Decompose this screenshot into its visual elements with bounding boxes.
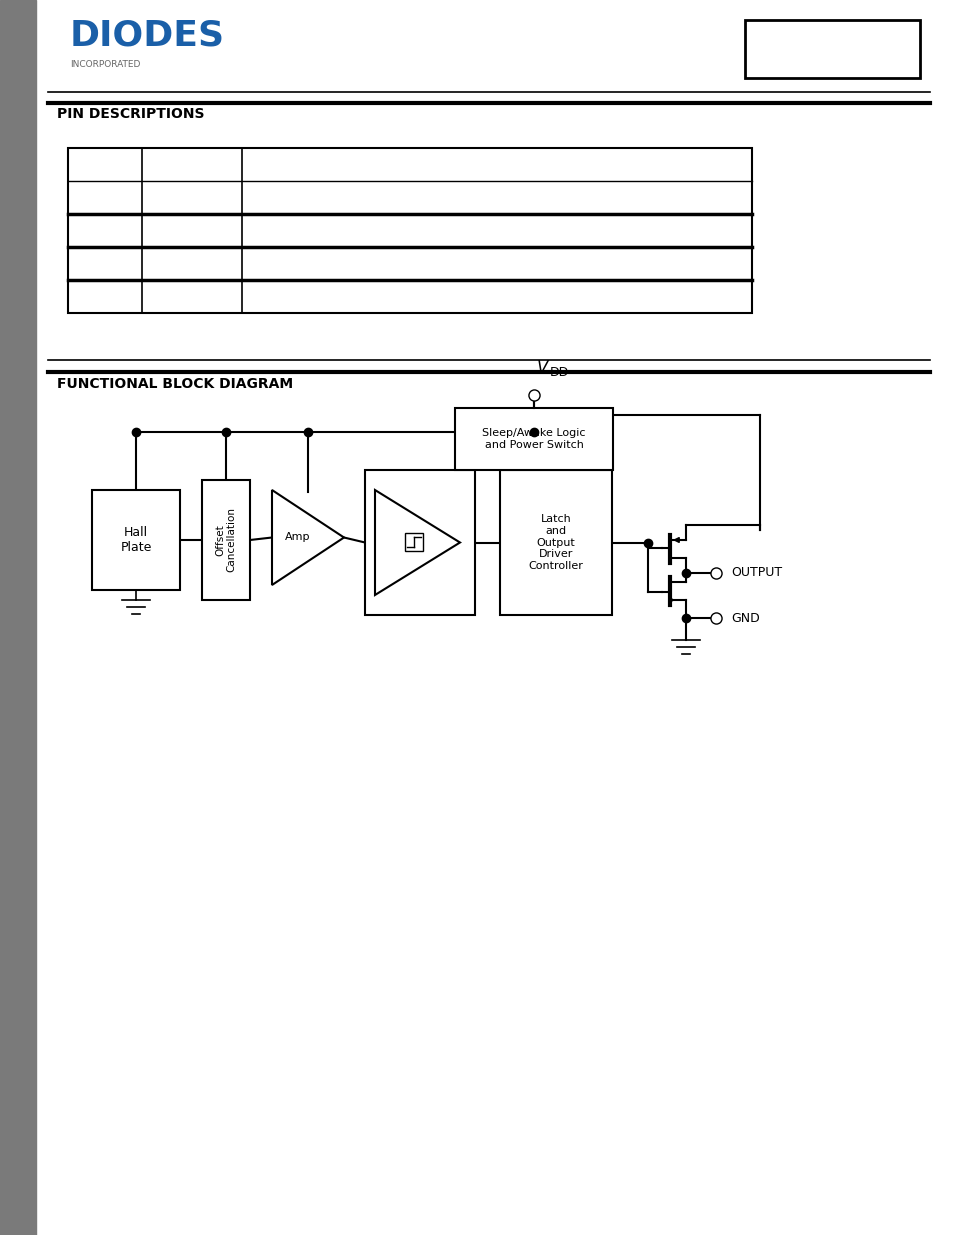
Text: Hall
Plate: Hall Plate [120, 526, 152, 555]
Bar [405, 532, 423, 551]
Text: DIODES: DIODES [70, 19, 225, 52]
Bar [455, 408, 613, 471]
Bar [202, 480, 250, 600]
Text: INCORPORATED: INCORPORATED [70, 61, 140, 69]
Bar [744, 20, 919, 78]
Bar [365, 471, 475, 615]
Text: OUTPUT: OUTPUT [730, 567, 781, 579]
Text: Sleep/Awake Logic
and Power Switch: Sleep/Awake Logic and Power Switch [482, 429, 585, 450]
Text: Amp: Amp [284, 532, 310, 542]
Bar [0, 0, 36, 1235]
Bar [91, 490, 180, 590]
Text: FUNCTIONAL BLOCK DIAGRAM: FUNCTIONAL BLOCK DIAGRAM [57, 377, 293, 391]
Text: GND: GND [730, 611, 759, 625]
Polygon shape [375, 490, 459, 595]
Text: V: V [537, 359, 548, 377]
Bar [68, 148, 751, 312]
Text: Offset
Cancellation: Offset Cancellation [215, 508, 236, 573]
Text: PIN DESCRIPTIONS: PIN DESCRIPTIONS [57, 107, 204, 121]
Text: Latch
and
Output
Driver
Controller: Latch and Output Driver Controller [528, 514, 583, 571]
Bar [499, 471, 612, 615]
Polygon shape [272, 490, 344, 585]
Text: DD: DD [550, 366, 569, 379]
